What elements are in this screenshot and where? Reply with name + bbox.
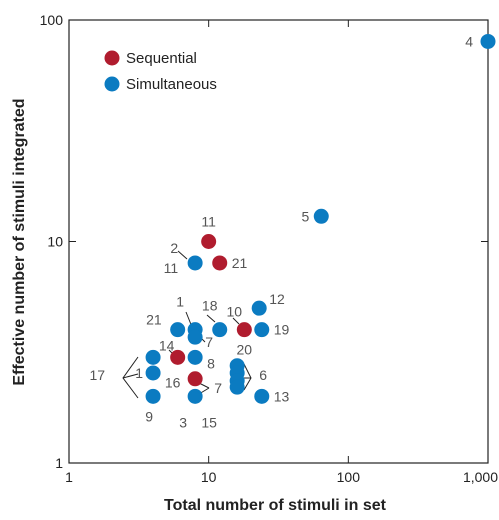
point-label: 20 [237, 342, 253, 358]
simultaneous-point [187, 255, 203, 271]
point-label: 14 [159, 337, 175, 353]
x-tick-label: 100 [337, 469, 361, 485]
point-label: 2 [170, 240, 178, 256]
legend-label-simultaneous: Simultaneous [126, 76, 217, 93]
legend-marker-simultaneous [104, 76, 120, 92]
y-tick-label: 100 [40, 12, 64, 28]
point-label: 7 [205, 334, 213, 350]
point-label: 1 [176, 294, 184, 310]
point-label: 11 [164, 260, 179, 276]
point-label: 17 [90, 367, 106, 383]
legend: Sequential Simultaneous [104, 50, 217, 93]
point-label: 8 [207, 355, 215, 371]
point-label: 18 [202, 298, 218, 314]
point-label: 6 [259, 367, 267, 383]
simultaneous-point [187, 349, 203, 365]
simultaneous-point [145, 349, 161, 365]
axis-ticks: 1 10 100 1,000 1 10 100 [40, 12, 499, 485]
point-label: 3 [179, 414, 187, 430]
data-points [145, 33, 496, 404]
leader-line-18 [206, 314, 216, 323]
x-axis-title: Total number of stimuli in set [164, 497, 387, 514]
point-label: 19 [274, 322, 290, 338]
leader-line-10 [232, 317, 240, 325]
point-label: 4 [465, 33, 473, 49]
simultaneous-point [480, 33, 496, 49]
point-label: 10 [227, 304, 243, 320]
simultaneous-point [212, 322, 228, 338]
point-label: 21 [146, 312, 162, 328]
x-tick-label: 10 [201, 469, 217, 485]
leader-line-6 [243, 363, 252, 391]
simultaneous-point [187, 329, 203, 345]
simultaneous-point [145, 365, 161, 381]
sequential-point [170, 349, 186, 365]
y-tick-label: 1 [55, 455, 63, 471]
y-tick-label: 10 [47, 234, 63, 250]
simultaneous-point [229, 379, 245, 395]
legend-marker-sequential [104, 50, 120, 66]
point-label: 12 [269, 291, 285, 307]
point-label: 1 [135, 365, 143, 381]
simultaneous-point [254, 322, 270, 338]
x-tick-label: 1,000 [463, 469, 498, 485]
point-label: 13 [274, 388, 290, 404]
simultaneous-point [313, 208, 329, 224]
y-axis-title: Effective number of stimuli integrated [11, 98, 28, 385]
simultaneous-point [145, 388, 161, 404]
point-label: 21 [232, 255, 248, 271]
simultaneous-point [187, 388, 203, 404]
sequential-point [212, 255, 228, 271]
leader-line-2 [177, 250, 188, 260]
point-label: 15 [201, 414, 217, 430]
x-tick-label: 1 [65, 469, 73, 485]
point-label: 11 [201, 214, 216, 230]
legend-label-sequential: Sequential [126, 50, 197, 67]
simultaneous-point [251, 300, 267, 316]
simultaneous-point [254, 388, 270, 404]
point-label: 5 [301, 208, 309, 224]
point-label: 7 [214, 380, 222, 396]
simultaneous-point [170, 322, 186, 338]
sequential-point [187, 371, 203, 387]
leader-line-17-mid [122, 373, 139, 379]
sequential-point [201, 234, 217, 249]
sequential-point [236, 322, 252, 338]
point-label: 9 [145, 408, 153, 424]
point-label: 16 [165, 374, 181, 390]
